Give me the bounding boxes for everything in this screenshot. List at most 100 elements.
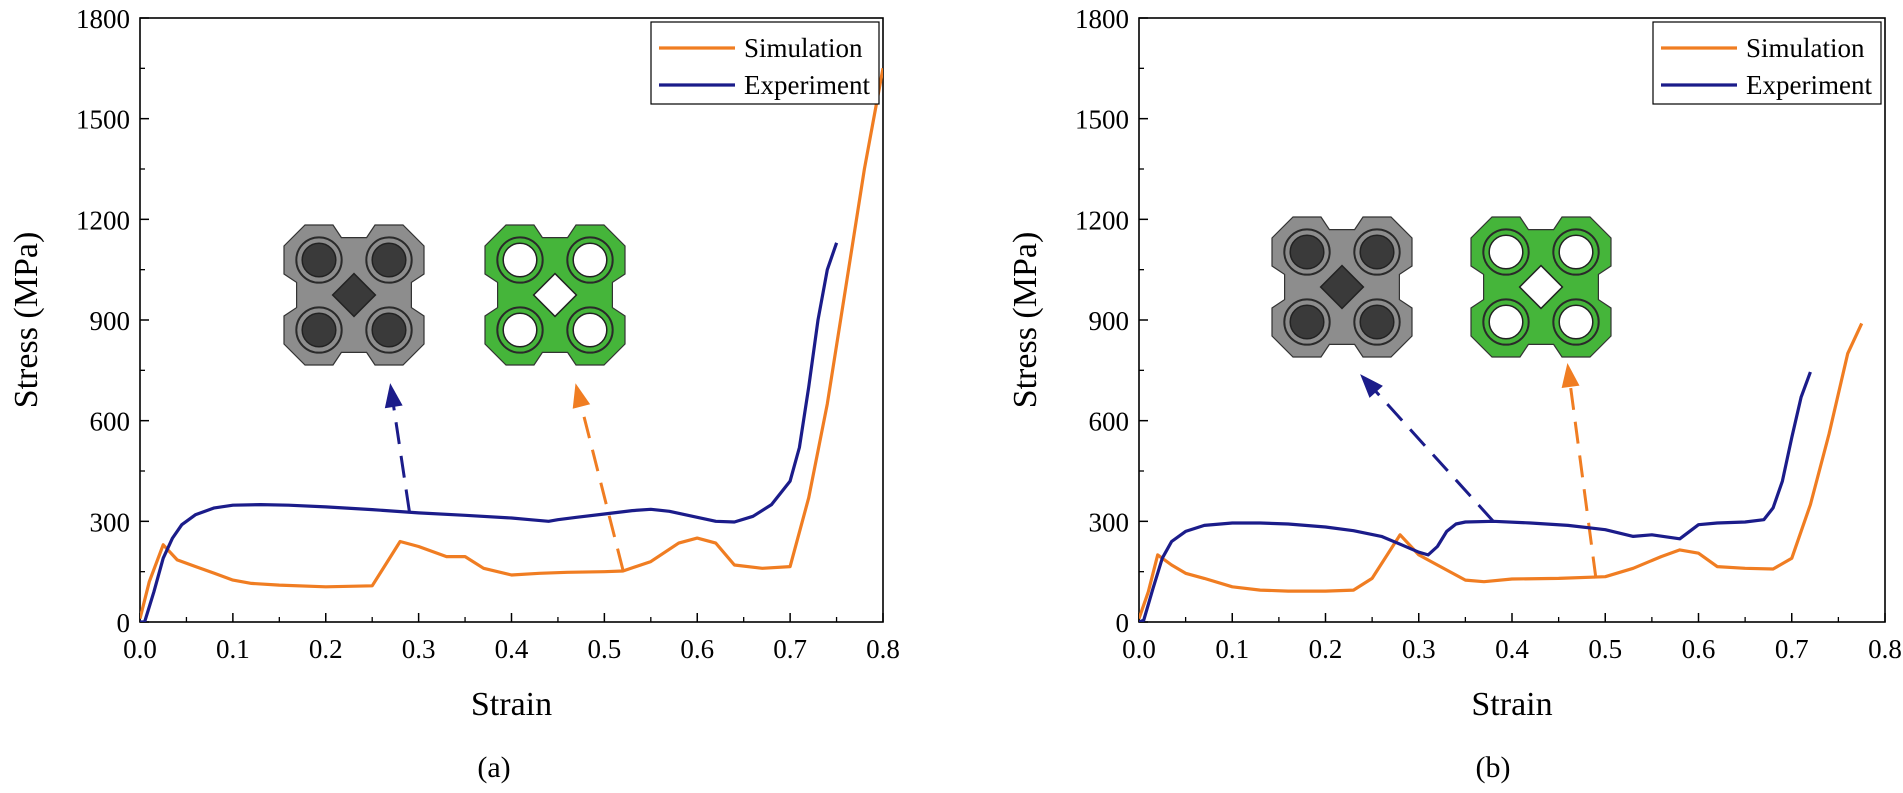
lattice-hole: [572, 242, 608, 278]
legend-box: [650, 21, 880, 105]
lattice-ring: [1552, 298, 1600, 346]
y-tick-label: 600: [90, 407, 131, 437]
lattice-ring: [1482, 228, 1530, 276]
lattice-ring: [295, 236, 343, 284]
lattice-hole: [1359, 304, 1395, 340]
x-tick-label: 0.5: [1588, 634, 1622, 664]
series-line-simulation: [140, 68, 883, 619]
y-axis-label: Stress (MPa): [8, 232, 45, 409]
y-tick-label: 900: [90, 306, 131, 336]
legend-label: Simulation: [1746, 33, 1865, 63]
chart-panel-b: 0.0 0.1 0.2 0.3 0.4 0.5 0.6 0.7 0.8 0 300 600 900 120…: [1007, 4, 1902, 784]
x-tick-label: 0.1: [1215, 634, 1249, 664]
y-tick-label: 600: [1089, 407, 1130, 437]
lattice-ring: [1283, 228, 1331, 276]
legend-label: Experiment: [744, 70, 870, 100]
legend: Simulation Experiment: [1652, 21, 1882, 105]
simulation-arrow: [1566, 366, 1598, 579]
y-tick-label: 1500: [76, 105, 130, 135]
x-tick-label: 0.4: [495, 634, 529, 664]
specimen-photo: [1271, 216, 1413, 358]
x-tick-label: 0.8: [1868, 634, 1902, 664]
chart-panel-a: 0.0 0.1 0.2 0.3 0.4 0.5 0.6 0.7 0.8 0 300 600 900 120…: [8, 4, 900, 784]
series-line-experiment: [1139, 371, 1812, 622]
specimen-photo: [283, 224, 425, 366]
series-line-experiment: [140, 242, 839, 622]
simulation-arrow: [575, 386, 625, 571]
simulation-contour: [484, 224, 626, 366]
x-tick-label: 0.6: [1682, 634, 1716, 664]
y-tick-label: 900: [1089, 306, 1130, 336]
y-tick-label: 1800: [1075, 4, 1129, 34]
x-tick-label: 0.7: [773, 634, 807, 664]
lattice-hole: [572, 312, 608, 348]
y-tick-label: 1200: [76, 205, 130, 235]
lattice-ring: [496, 236, 544, 284]
experiment-arrow: [389, 386, 411, 512]
lattice-hole: [1558, 234, 1594, 270]
y-tick-label: 300: [1089, 507, 1130, 537]
x-tick-label: 0.0: [123, 634, 157, 664]
lattice-hole: [502, 242, 538, 278]
y-tick-label: 1500: [1075, 105, 1129, 135]
lattice-ring: [496, 306, 544, 354]
lattice-ring: [566, 236, 614, 284]
lattice-ring: [1283, 298, 1331, 346]
lattice-center-hole: [1518, 264, 1564, 310]
panel-label: (a): [477, 751, 510, 784]
experiment-arrow: [1361, 376, 1495, 523]
y-axis-label: Stress (MPa): [1007, 232, 1044, 409]
legend-label: Simulation: [744, 33, 863, 63]
lattice-ring: [1353, 228, 1401, 276]
x-axis-label: Strain: [471, 686, 552, 723]
x-tick-label: 0.7: [1775, 634, 1809, 664]
x-tick-label: 0.2: [309, 634, 343, 664]
simulation-contour: [1470, 216, 1612, 358]
lattice-hole: [1359, 234, 1395, 270]
experiment-arrowhead: [384, 383, 403, 409]
y-tick-label: 1800: [76, 4, 130, 34]
lattice-hole: [1558, 304, 1594, 340]
x-tick-label: 0.4: [1495, 634, 1529, 664]
x-tick-label: 0.6: [680, 634, 714, 664]
lattice-hole: [301, 242, 337, 278]
lattice-ring: [1552, 228, 1600, 276]
series-line-simulation: [1139, 322, 1864, 620]
x-tick-label: 0.3: [1402, 634, 1436, 664]
x-tick-label: 0.3: [402, 634, 436, 664]
lattice-ring: [295, 306, 343, 354]
panel-label: (b): [1476, 751, 1511, 784]
experiment-arrowhead: [1360, 374, 1383, 398]
lattice-center-hole: [1319, 264, 1365, 310]
lattice-ring: [1353, 298, 1401, 346]
x-tick-label: 0.1: [216, 634, 250, 664]
lattice-center-hole: [331, 272, 377, 318]
legend: Simulation Experiment: [650, 21, 880, 105]
lattice-center-hole: [532, 272, 578, 318]
lattice-hole: [502, 312, 538, 348]
lattice-ring: [1482, 298, 1530, 346]
lattice-hole: [371, 312, 407, 348]
x-axis-label: Strain: [1471, 686, 1552, 723]
y-tick-label: 0: [117, 608, 131, 638]
simulation-arrowhead: [572, 383, 591, 409]
lattice-hole: [1289, 234, 1325, 270]
x-tick-label: 0.2: [1309, 634, 1343, 664]
x-tick-label: 0.0: [1122, 634, 1156, 664]
lattice-ring: [365, 236, 413, 284]
simulation-arrowhead: [1561, 363, 1580, 388]
lattice-ring: [365, 306, 413, 354]
legend-label: Experiment: [1746, 70, 1872, 100]
x-tick-label: 0.5: [588, 634, 622, 664]
lattice-hole: [1289, 304, 1325, 340]
y-tick-label: 300: [90, 507, 131, 537]
legend-box: [1652, 21, 1882, 105]
y-tick-label: 0: [1116, 608, 1130, 638]
lattice-hole: [1488, 234, 1524, 270]
x-tick-label: 0.8: [866, 634, 900, 664]
lattice-ring: [566, 306, 614, 354]
lattice-hole: [371, 242, 407, 278]
lattice-hole: [301, 312, 337, 348]
lattice-hole: [1488, 304, 1524, 340]
